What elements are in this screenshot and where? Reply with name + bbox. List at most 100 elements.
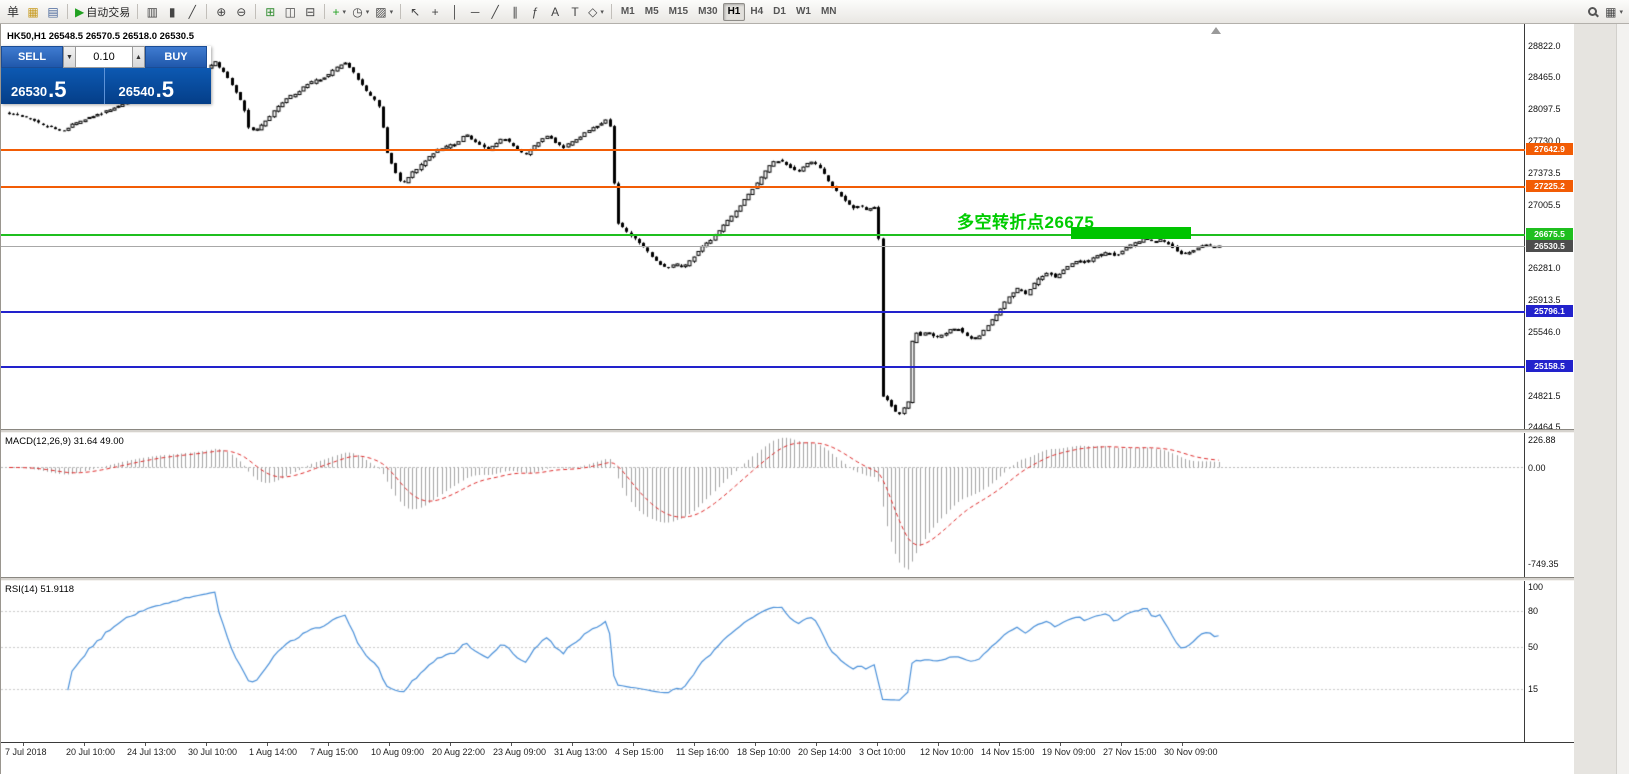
new-order-icon: 单: [6, 4, 19, 19]
templates-button[interactable]: ▨ ▾: [372, 2, 396, 22]
timeframe-m30-button[interactable]: M30: [693, 3, 722, 21]
time-axis-label: 7 Jul 2018: [5, 747, 47, 757]
channel-button[interactable]: ∥: [505, 2, 525, 22]
price-axis-label: 25913.5: [1528, 295, 1561, 306]
chart-bars-button[interactable]: ▥: [142, 2, 162, 22]
timeframe-w1-button[interactable]: W1: [791, 3, 816, 21]
timeframe-d1-button[interactable]: D1: [768, 3, 791, 21]
volume-down-button[interactable]: ▼: [63, 46, 76, 68]
resistance-line-27225[interactable]: [1, 186, 1525, 188]
new-order-button[interactable]: 单: [3, 2, 23, 22]
vline-button[interactable]: │: [445, 2, 465, 22]
time-axis[interactable]: 7 Jul 2018 20 Jul 10:00 24 Jul 13:00 30 Jul…: [1, 742, 1574, 774]
profiles-button[interactable]: ▤: [43, 2, 63, 22]
chart-line-button[interactable]: ╱: [182, 2, 202, 22]
profiles-icon: ▤: [47, 4, 59, 19]
zoom-in-button[interactable]: ⊕: [211, 2, 231, 22]
trendline-button[interactable]: ╱: [485, 2, 505, 22]
toolbar-separator: [137, 4, 139, 19]
crosshair-button[interactable]: +: [425, 2, 445, 22]
price-axis-label: 27005.5: [1528, 199, 1561, 210]
new-chart-icon: ▦: [27, 4, 39, 19]
tile-windows-button[interactable]: ⊞: [260, 2, 280, 22]
macd-axis[interactable]: 226.88 0.00 -749.35: [1524, 433, 1574, 577]
dropdown-caret-icon: ▾: [365, 8, 370, 16]
hline-button[interactable]: ─: [465, 2, 485, 22]
macd-axis-label: -749.35: [1528, 559, 1559, 569]
auto-scroll-icon: ◫: [284, 4, 296, 19]
trade-panel-controls: SELL ▼ ▲ BUY: [1, 46, 211, 68]
time-axis-label: 11 Sep 16:00: [676, 747, 729, 757]
buy-price[interactable]: 26540 .5: [103, 68, 212, 104]
rsi-axis-label: 80: [1528, 606, 1539, 616]
toolbar-separator: [206, 4, 208, 19]
support-line-25796[interactable]: [1, 311, 1525, 313]
time-axis-label: 20 Sep 14:00: [798, 747, 852, 757]
symbol-search-button[interactable]: [1582, 2, 1602, 22]
cursor-button[interactable]: ↖: [405, 2, 425, 22]
rsi-axis-label: 15: [1528, 684, 1539, 694]
time-axis-tick: [572, 743, 573, 746]
auto-scroll-button[interactable]: ◫: [280, 2, 300, 22]
support-line-25158[interactable]: [1, 366, 1525, 368]
pivot-line-26675[interactable]: [1, 234, 1525, 236]
time-axis-tick: [755, 743, 756, 746]
shapes-button[interactable]: ◇ ▾: [585, 2, 607, 22]
hline-icon: ─: [470, 4, 480, 19]
macd-axis-label: 0.00: [1528, 463, 1546, 473]
resistance-line-27642[interactable]: [1, 149, 1525, 151]
sell-button[interactable]: SELL: [1, 46, 63, 68]
rsi-axis[interactable]: 100 80 50 15: [1524, 581, 1574, 742]
price-axis-label: 28822.0: [1528, 41, 1561, 51]
volume-input[interactable]: [76, 46, 132, 68]
timeframe-mn-button[interactable]: MN: [816, 3, 842, 21]
autotrading-button-label: 自动交易: [86, 6, 131, 19]
chart-shift-marker-icon: [1211, 27, 1221, 34]
sell-price[interactable]: 26530 .5: [1, 68, 104, 104]
time-axis-tick: [267, 743, 268, 746]
timeframe-m1-button[interactable]: M1: [616, 3, 640, 21]
chart-candles-button[interactable]: ▮: [162, 2, 182, 22]
zoom-out-button[interactable]: ⊖: [231, 2, 251, 22]
text-button[interactable]: A: [545, 2, 565, 22]
rsi-canvas[interactable]: [1, 581, 1525, 742]
chart-shift-button[interactable]: ⊟: [300, 2, 320, 22]
pane-splitter[interactable]: [1, 429, 1574, 433]
shapes-icon: ◇: [588, 4, 598, 19]
chart-layout-button[interactable]: ▦ ▾: [1602, 2, 1626, 22]
vertical-scrollbar[interactable]: [1616, 24, 1629, 774]
periods-button[interactable]: ◷ ▾: [349, 2, 372, 22]
macd-canvas[interactable]: [1, 433, 1525, 577]
indicators-button[interactable]: + ▾: [329, 2, 349, 22]
price-chart-canvas[interactable]: [1, 24, 1525, 429]
timeframe-h1-button[interactable]: H1: [722, 2, 746, 21]
buy-button[interactable]: BUY: [145, 46, 207, 68]
time-axis-label: 18 Sep 10:00: [737, 747, 791, 757]
time-axis-tick: [511, 743, 512, 746]
volume-up-button[interactable]: ▲: [132, 46, 145, 68]
timeframe-h4-button[interactable]: H4: [745, 3, 768, 21]
pane-splitter[interactable]: [1, 577, 1574, 581]
macd-pane: 226.88 0.00 -749.35 MACD(12,26,9) 31.64 49…: [1, 433, 1574, 577]
time-axis-label: 30 Nov 09:00: [1164, 747, 1218, 757]
autotrading-button[interactable]: ▶ 自动交易: [72, 2, 133, 22]
time-axis-tick: [633, 743, 634, 746]
new-chart-button[interactable]: ▦: [23, 2, 43, 22]
pivot-highlight-box: [1071, 227, 1191, 239]
timeframe-m15-button[interactable]: M15: [664, 3, 693, 21]
channel-icon: ∥: [512, 4, 519, 19]
dropdown-caret-icon: ▾: [1619, 8, 1623, 16]
zoom-out-icon: ⊖: [236, 4, 247, 19]
price-axis[interactable]: 28822.0 28465.0 28097.5 27730.0 27373.5 27005…: [1524, 24, 1574, 429]
current-price-line[interactable]: [1, 246, 1525, 247]
time-axis-tick: [1121, 743, 1122, 746]
time-axis-tick: [145, 743, 146, 746]
time-axis-label: 31 Aug 13:00: [554, 747, 608, 757]
toolbar-separator: [67, 4, 68, 19]
fibonacci-button[interactable]: ƒ: [525, 2, 545, 22]
price-axis-label: 24821.5: [1528, 390, 1561, 401]
timeframe-m5-button[interactable]: M5: [640, 3, 664, 21]
symbol-search-icon: [1587, 7, 1597, 16]
periods-icon: ◷: [352, 4, 363, 19]
label-button[interactable]: T: [565, 2, 585, 22]
